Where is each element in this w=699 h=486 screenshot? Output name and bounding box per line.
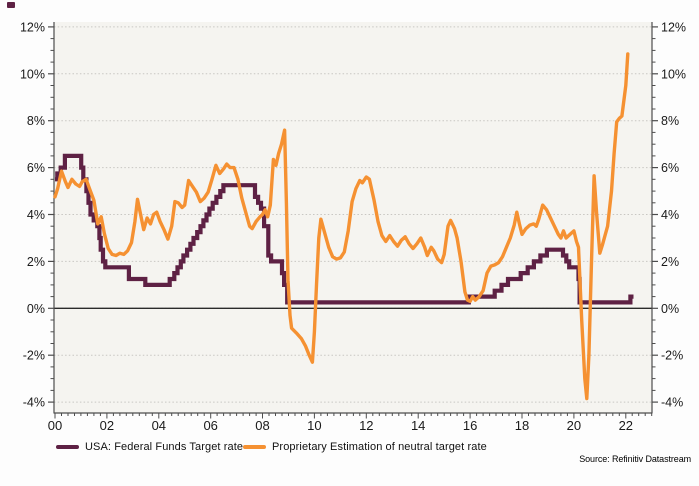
y-axis-label-right: 4%	[661, 208, 679, 222]
y-axis-label-left: 4%	[27, 208, 45, 222]
corner-artifact-mark	[7, 2, 15, 8]
y-axis-label-right: 6%	[661, 161, 679, 175]
x-axis-label: 14	[411, 418, 425, 433]
legend-label-neutral-rate: Proprietary Estimation of neutral target…	[272, 441, 487, 453]
legend-swatch-fed-funds-rate	[56, 445, 79, 449]
x-axis-label: 08	[255, 418, 269, 433]
y-axis-label-left: 10%	[20, 67, 45, 81]
x-axis-label: 02	[100, 418, 114, 433]
x-axis-label: 20	[567, 418, 581, 433]
x-axis-label: 22	[619, 418, 633, 433]
y-axis-label-left: -4%	[23, 396, 45, 410]
y-axis-label-left: 12%	[20, 20, 45, 34]
y-axis-label-left: 6%	[27, 161, 45, 175]
y-axis-label-left: 2%	[27, 255, 45, 269]
y-axis-label-right: 10%	[661, 67, 686, 81]
x-axis-label: 16	[463, 418, 477, 433]
x-axis-label: 06	[203, 418, 217, 433]
chart-legend: USA: Federal Funds Target rate Proprieta…	[0, 439, 699, 455]
y-axis-label-right: 2%	[661, 255, 679, 269]
x-axis-label: 04	[152, 418, 166, 433]
source-note: Source: Refinitiv Datastream	[579, 454, 691, 464]
y-axis-label-right: -4%	[661, 396, 683, 410]
y-axis-label-right: 12%	[661, 20, 686, 34]
y-axis-label-right: 0%	[661, 302, 679, 316]
legend-swatch-neutral-rate	[243, 445, 266, 449]
x-axis-label: 00	[48, 418, 62, 433]
y-axis-label-right: -2%	[661, 349, 683, 363]
plot-area	[54, 22, 652, 413]
legend-label-fed-funds-rate: USA: Federal Funds Target rate	[85, 441, 244, 453]
legend-item-fed-funds-rate: USA: Federal Funds Target rate	[56, 439, 243, 455]
x-axis-label: 12	[359, 418, 373, 433]
y-axis-label-left: 8%	[27, 114, 45, 128]
x-axis-label: 10	[307, 418, 321, 433]
legend-item-neutral-rate: Proprietary Estimation of neutral target…	[243, 439, 487, 455]
series-line-neutral-rate	[53, 52, 630, 401]
y-axis-label-right: 8%	[661, 114, 679, 128]
x-axis-label: 18	[515, 418, 529, 433]
y-axis-label-left: 0%	[27, 302, 45, 316]
y-axis-label-left: -2%	[23, 349, 45, 363]
